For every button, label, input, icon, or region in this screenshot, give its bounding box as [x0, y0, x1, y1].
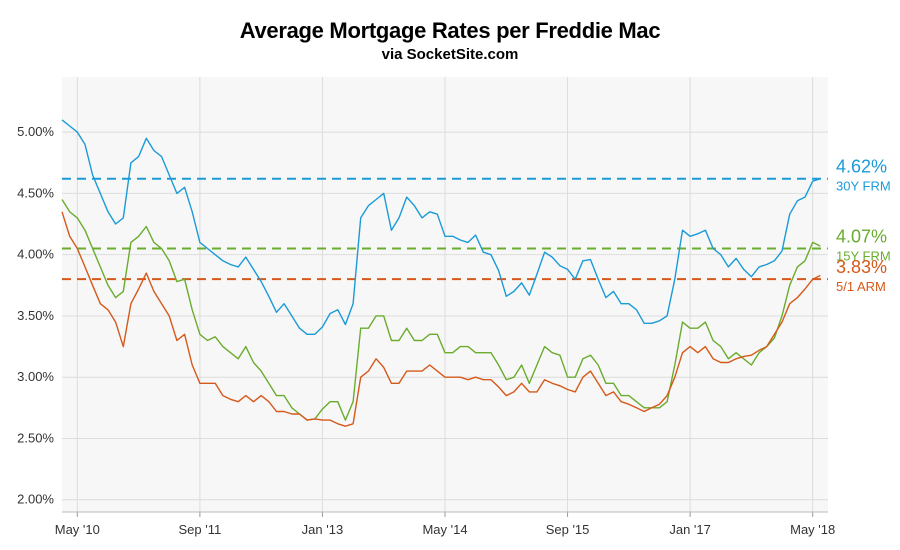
15y-frm-line: [61, 199, 821, 421]
y-tick-label: 4.50%: [17, 185, 54, 200]
x-tick-label: May '10: [55, 522, 100, 537]
reference-lines: [62, 177, 828, 281]
30y-frm-series-name: 30Y FRM: [836, 179, 891, 194]
y-tick-label: 5.00%: [17, 124, 54, 139]
15y-frm-end-value: 4.07%: [836, 227, 887, 247]
5-1-arm-series-name: 5/1 ARM: [836, 279, 886, 294]
series-lines: [61, 119, 821, 427]
30y-frm-end-value: 4.62%: [836, 157, 887, 177]
y-tick-label: 2.00%: [17, 492, 54, 507]
axes: 2.00% 2.50% 3.00% 3.50% 4.00% 4.50% 5.00% May '…: [17, 124, 835, 537]
5-1-arm-end-value: 3.83%: [836, 257, 887, 277]
y-tick-label: 4.00%: [17, 247, 54, 262]
x-tick-label: Sep '11: [179, 522, 222, 537]
15y-frm-series-name: 15Y FRM: [836, 249, 891, 264]
x-tick-label: Jan '17: [669, 522, 711, 537]
x-tick-label: Jan '13: [302, 522, 344, 537]
5-1-arm-line: [61, 211, 821, 427]
y-tick-label: 3.50%: [17, 308, 54, 323]
chart-subtitle: via SocketSite.com: [381, 46, 519, 63]
x-tick-label: May '14: [422, 522, 467, 537]
x-tick-label: Sep '15: [546, 522, 590, 537]
y-tick-label: 3.00%: [17, 369, 54, 384]
x-tick-label: May '18: [790, 522, 835, 537]
30y-frm-line: [61, 119, 821, 335]
y-tick-label: 2.50%: [17, 430, 54, 445]
chart-title: Average Mortgage Rates per Freddie Mac: [239, 18, 661, 43]
